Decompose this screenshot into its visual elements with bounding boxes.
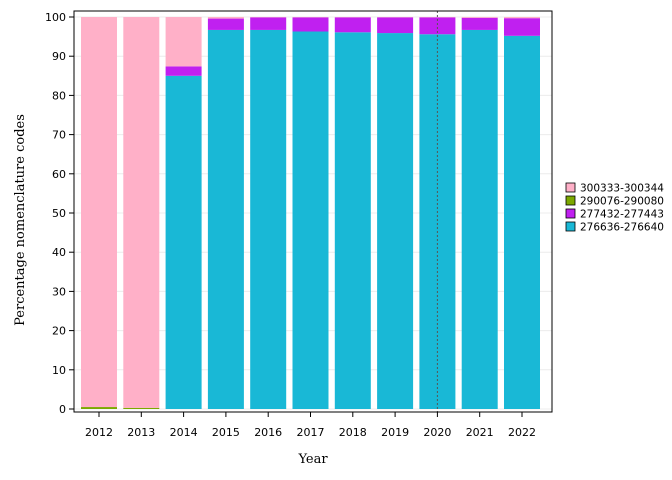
bar-segment bbox=[461, 29, 498, 409]
bar-segment bbox=[419, 17, 456, 35]
y-tick-label: 40 bbox=[52, 246, 66, 259]
plot-frame bbox=[73, 10, 553, 413]
bar-segment bbox=[123, 17, 160, 408]
bar-segment bbox=[377, 17, 414, 34]
bar-segment bbox=[504, 18, 540, 36]
y-axis-title: Percentage nomenclature codes bbox=[13, 114, 28, 326]
x-tick-label: 2019 bbox=[381, 426, 409, 439]
legend-label: 300333-300344 bbox=[580, 183, 664, 195]
y-tick-label: 60 bbox=[52, 168, 66, 181]
x-tick-label: 2014 bbox=[170, 426, 198, 439]
x-tick-label: 2017 bbox=[297, 426, 325, 439]
y-tick-label: 30 bbox=[52, 285, 66, 298]
x-tick-label: 2022 bbox=[508, 426, 536, 439]
bar-segment bbox=[81, 407, 117, 409]
bar-segment bbox=[334, 17, 371, 33]
legend-swatch bbox=[565, 221, 576, 232]
bar-segment bbox=[334, 32, 371, 410]
bar-segment bbox=[504, 17, 540, 19]
y-tick-label: 50 bbox=[52, 207, 66, 220]
bar-segment bbox=[81, 17, 117, 408]
bar-segment bbox=[207, 18, 244, 30]
legend: 300333-300344290076-290080277432-2774432… bbox=[565, 182, 664, 234]
y-tick-label: 70 bbox=[52, 129, 66, 142]
bar-segment bbox=[165, 17, 202, 67]
bars-group bbox=[81, 17, 540, 410]
legend-swatch bbox=[565, 195, 576, 206]
x-tick-label: 2012 bbox=[85, 426, 113, 439]
bar-segment bbox=[250, 17, 287, 30]
x-axis: 2012 2013 2014 2015 2016 2017 2018 2019 2020 2021… bbox=[85, 412, 536, 439]
bar-segment bbox=[377, 33, 414, 410]
bar-segment bbox=[250, 29, 287, 409]
bar-segment bbox=[292, 17, 329, 32]
bar-segment bbox=[292, 31, 329, 410]
x-tick-label: 2020 bbox=[423, 426, 451, 439]
y-tick-label: 20 bbox=[52, 325, 66, 338]
bar-segment bbox=[504, 35, 540, 409]
legend-label: 276636-276640 bbox=[580, 222, 664, 234]
bar-segment bbox=[461, 17, 498, 30]
bar-segment bbox=[123, 407, 160, 409]
y-tick-label: 90 bbox=[52, 50, 66, 63]
y-axis: 0 10 20 30 40 50 60 70 80 90 100 bbox=[45, 11, 74, 416]
y-tick-label: 0 bbox=[59, 403, 66, 416]
x-tick-label: 2015 bbox=[212, 426, 240, 439]
x-tick-label: 2016 bbox=[254, 426, 282, 439]
bar-segment bbox=[165, 75, 202, 410]
x-tick-label: 2021 bbox=[466, 426, 494, 439]
legend-swatch bbox=[565, 182, 576, 193]
legend-swatch bbox=[565, 208, 576, 219]
legend-label: 290076-290080 bbox=[580, 196, 664, 208]
y-tick-label: 100 bbox=[45, 11, 66, 24]
x-tick-label: 2013 bbox=[127, 426, 155, 439]
bar-segment bbox=[207, 29, 244, 409]
y-tick-label: 10 bbox=[52, 364, 66, 377]
x-axis-title: Year bbox=[297, 452, 328, 467]
bar-segment bbox=[461, 17, 498, 18]
y-tick-label: 80 bbox=[52, 89, 66, 102]
x-tick-label: 2018 bbox=[339, 426, 367, 439]
bar-segment bbox=[165, 66, 202, 76]
bar-segment bbox=[207, 17, 244, 19]
legend-label: 277432-277443 bbox=[580, 209, 664, 221]
